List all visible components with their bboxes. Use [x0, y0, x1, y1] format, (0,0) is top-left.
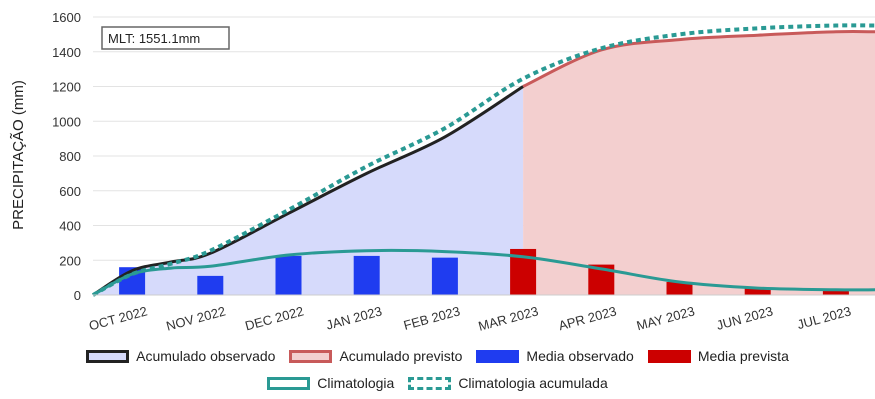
- bar: [666, 281, 693, 295]
- x-tick-label: DEC 2022: [243, 303, 305, 333]
- y-tick-label: 0: [74, 288, 81, 303]
- legend-label: Acumulado previsto: [339, 348, 463, 364]
- line-layer: [92, 23, 875, 297]
- legend-swatch-climatologia-acumulada: [408, 376, 452, 390]
- legend-swatch-media-prevista: [647, 349, 691, 363]
- y-tick-label: 200: [59, 253, 81, 268]
- area-fill: [93, 86, 524, 295]
- x-tick-label: MAR 2023: [477, 303, 540, 333]
- legend-label: Climatologia acumulada: [458, 375, 608, 391]
- y-tick-label: 400: [59, 219, 81, 234]
- x-tick-label: APR 2023: [557, 303, 618, 333]
- dashed-line: [92, 23, 875, 297]
- x-tick-label: JUL 2023: [796, 303, 853, 332]
- y-tick-label: 1600: [52, 10, 81, 25]
- bar: [822, 290, 849, 295]
- y-tick-label: 800: [59, 149, 81, 164]
- area-line: [92, 85, 524, 297]
- chart: 0 200 400 600 800 1000 1200 1400 1600 OCT 2022 NO…: [10, 10, 875, 334]
- legend-item-media-prevista[interactable]: Media prevista: [647, 348, 789, 364]
- legend-item-climatologia[interactable]: Climatologia: [267, 375, 394, 391]
- area-fill: [523, 31, 875, 296]
- bar: [744, 288, 771, 295]
- y-tick-label: 1200: [52, 80, 81, 95]
- y-tick-label: 600: [59, 184, 81, 199]
- x-tick-label: JUN 2023: [715, 303, 775, 332]
- bar: [275, 255, 302, 295]
- area-line: [522, 30, 875, 88]
- x-tick-label: FEB 2023: [402, 303, 462, 332]
- line: [92, 248, 875, 297]
- bar: [431, 257, 458, 295]
- y-axis-label: PRECIPITAÇÃO (mm): [10, 80, 27, 230]
- legend-swatch-acumulado-observado: [86, 349, 130, 363]
- legend-label: Acumulado observado: [136, 348, 276, 364]
- legend-item-acumulado-observado[interactable]: Acumulado observado: [86, 348, 275, 364]
- legend-item-climatologia-acumulada[interactable]: Climatologia acumulada: [408, 375, 608, 391]
- legend-row-2: Climatologia Climatologia acumulada: [0, 375, 875, 391]
- legend-swatch-media-observado: [476, 349, 520, 363]
- legend-label: Climatologia: [317, 375, 395, 391]
- legend-row-1: Acumulado observado Acumulado previsto M…: [0, 348, 875, 364]
- y-axis-ticks: 0 200 400 600 800 1000 1200 1400 1600: [52, 10, 81, 303]
- y-tick-label: 1000: [52, 114, 81, 129]
- area-layer: [93, 31, 875, 296]
- legend-swatch-acumulado-previsto: [289, 349, 333, 363]
- x-tick-label: NOV 2022: [165, 303, 228, 333]
- bar-layer: [119, 248, 849, 295]
- mlt-box: MLT: 1551.1mm: [101, 26, 230, 50]
- x-tick-label: JAN 2023: [324, 303, 383, 332]
- legend-item-media-observado[interactable]: Media observado: [476, 348, 634, 364]
- legend-item-acumulado-previsto[interactable]: Acumulado previsto: [289, 348, 462, 364]
- mlt-annotation: MLT: 1551.1mm: [108, 31, 200, 46]
- legend-label: Media observado: [526, 348, 634, 364]
- x-tick-label: MAY 2023: [635, 303, 696, 333]
- legend-label: Media prevista: [697, 348, 789, 364]
- legend-swatch-climatologia: [267, 376, 311, 390]
- bar: [353, 255, 380, 295]
- x-axis-ticks: OCT 2022 NOV 2022 DEC 2022 JAN 2023 FEB 2023…: [87, 294, 875, 334]
- bar: [197, 275, 224, 295]
- x-tick-label: OCT 2022: [87, 303, 149, 333]
- y-tick-label: 1400: [52, 45, 81, 60]
